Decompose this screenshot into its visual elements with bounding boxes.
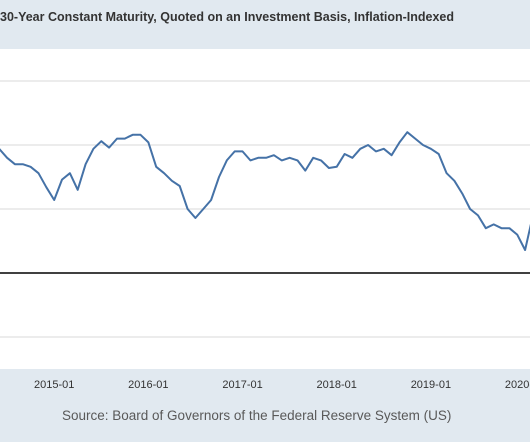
x-tick-label: 2019-01 <box>411 379 451 391</box>
x-axis-ticks: 4-012015-012016-012017-012018-012019-012… <box>34 379 530 391</box>
x-tick-label: 2017-01 <box>222 379 262 391</box>
x-tick-label: 2018-01 <box>317 379 357 391</box>
x-tick-label: 2015-01 <box>34 379 74 391</box>
source-note: Source: Board of Governors of the Federa… <box>62 408 452 423</box>
x-tick-label: 2020-01 <box>505 379 530 391</box>
series-line <box>0 131 530 251</box>
x-tick-label: 2016-01 <box>128 379 168 391</box>
chart-title: 30-Year Constant Maturity, Quoted on an … <box>0 10 455 24</box>
